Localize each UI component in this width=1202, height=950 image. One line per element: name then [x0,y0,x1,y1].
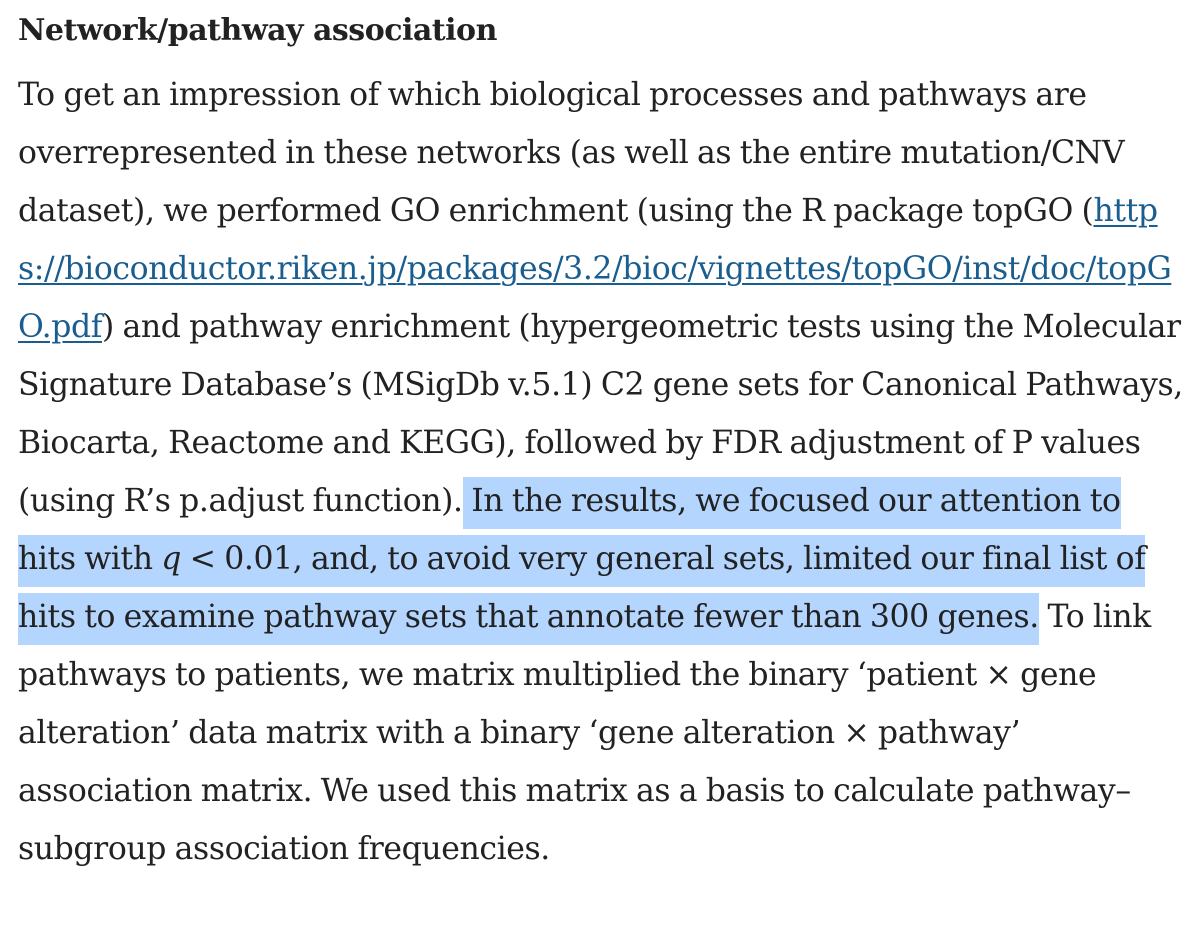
section-title: Network/pathway association [18,13,497,48]
section-paragraph: To get an impression of which biological… [18,66,1186,878]
paragraph-text-intro: To get an impression of which biological… [18,77,1125,229]
paragraph-text-methods: ) and pathway enrichment (hypergeometric… [18,309,1183,519]
q-symbol: q [161,541,181,577]
topgo-link[interactable]: https://bioconductor.riken.jp/packages/3… [18,193,1172,345]
methods-section: Network/pathway association To get an im… [18,10,1186,878]
highlight-text-start: In the results, we focused our attention… [18,483,1121,577]
highlight-text-end: < 0.01, and, to avoid very general sets,… [18,541,1146,635]
paragraph-text-conclusion: To link pathways to patients, we matrix … [18,599,1151,867]
